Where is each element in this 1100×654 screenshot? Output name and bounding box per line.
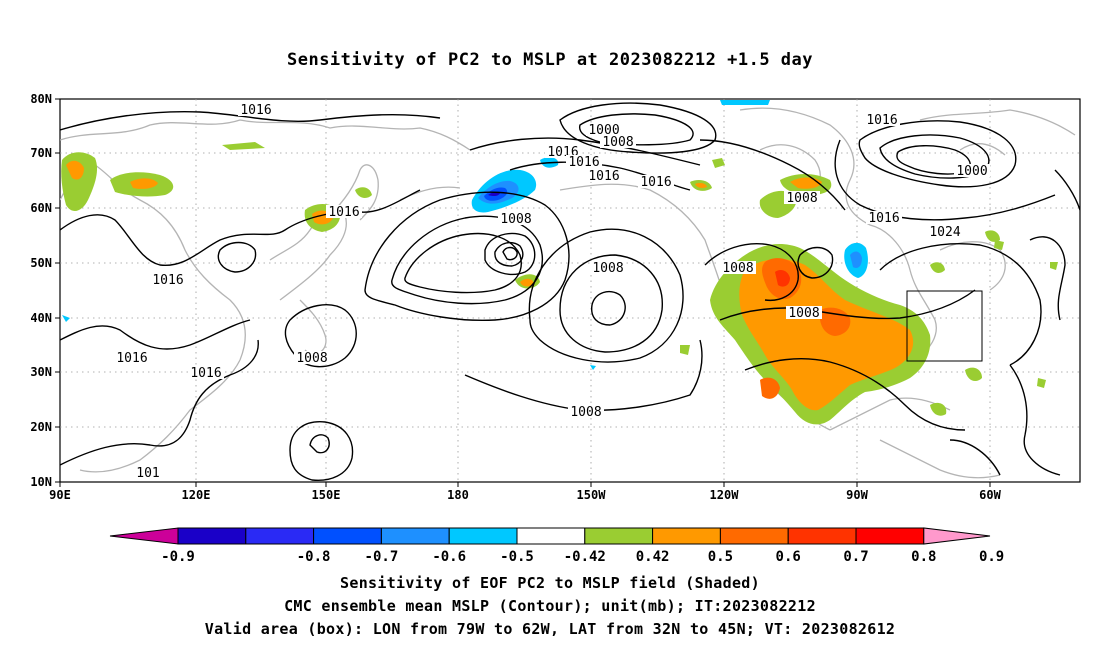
- lon-label: 150E: [312, 488, 341, 502]
- map-title: Sensitivity of PC2 to MSLP at 2023082212…: [286, 50, 813, 70]
- contour-label: 1016: [152, 273, 183, 288]
- colorbar-label: -0.42: [564, 549, 606, 565]
- colorbar-label: -0.5: [500, 549, 534, 565]
- axis-ticks: [55, 98, 991, 487]
- colorbar-swatch: [516, 527, 586, 545]
- colorbar-label: -0.9: [161, 549, 195, 565]
- contour-label: 1000: [956, 164, 987, 179]
- contour-label: 1016: [588, 169, 619, 184]
- lat-label: 30N: [30, 365, 52, 379]
- contour-label: 1008: [570, 405, 601, 420]
- contour-label: 1008: [788, 306, 819, 321]
- colorbar-label: -0.7: [365, 549, 399, 565]
- colorbar-label: 0.7: [843, 549, 868, 565]
- colorbar-swatch: [313, 527, 382, 545]
- contour-label: 1016: [328, 205, 359, 220]
- colorbar-label: 0.5: [708, 549, 733, 565]
- lon-label: 60W: [979, 488, 1001, 502]
- colorbar-label: 0.8: [911, 549, 936, 565]
- colorbar-swatch: [855, 527, 925, 545]
- caption-line-1: Sensitivity of EOF PC2 to MSLP field (Sh…: [340, 574, 760, 592]
- contour-label: 1024: [929, 225, 960, 240]
- lat-label: 80N: [30, 92, 52, 106]
- lon-label: 150W: [577, 488, 607, 502]
- lat-label: 40N: [30, 311, 52, 325]
- colorbar-swatch: [448, 527, 518, 545]
- colorbar-swatch: [584, 527, 654, 545]
- contour-label: 1008: [722, 261, 753, 276]
- lat-label: 20N: [30, 420, 52, 434]
- latitude-labels: 80N 70N 60N 50N 40N 30N 20N 10N: [30, 92, 52, 489]
- contour-label: 1016: [116, 351, 147, 366]
- caption-line-2: CMC ensemble mean MSLP (Contour); unit(m…: [284, 597, 816, 615]
- colorbar-swatch: [245, 527, 315, 545]
- lon-label: 120W: [710, 488, 740, 502]
- colorbar-label: -0.6: [432, 549, 466, 565]
- contour-label: 1016: [240, 103, 271, 118]
- lon-label: 90E: [49, 488, 71, 502]
- contour-label: 1008: [786, 191, 817, 206]
- colorbar-swatch: [177, 527, 247, 545]
- contour-label: 1008: [602, 135, 633, 150]
- colorbar-label: 0.42: [636, 549, 670, 565]
- lon-label: 90W: [846, 488, 868, 502]
- valid-area-box: [906, 290, 983, 362]
- colorbar-low-triangle: [109, 527, 179, 545]
- colorbar-swatch: [652, 527, 721, 545]
- contour-label: 1008: [296, 351, 327, 366]
- colorbar-high-triangle: [923, 527, 991, 545]
- gridlines: [60, 99, 1080, 482]
- sensitivity-shading: [61, 100, 1058, 425]
- colorbar-swatch: [380, 527, 450, 545]
- contour-label: 1016: [868, 211, 899, 226]
- colorbar-label: 0.9: [979, 549, 1004, 565]
- contour-label: 1016: [640, 175, 671, 190]
- lon-label: 180: [447, 488, 469, 502]
- contour-label: 101: [136, 466, 159, 481]
- contour-label: 1016: [190, 366, 221, 381]
- colorbar-label: -0.8: [297, 549, 331, 565]
- lat-label: 70N: [30, 146, 52, 160]
- lat-label: 10N: [30, 475, 52, 489]
- lat-label: 60N: [30, 201, 52, 215]
- colorbar-swatch: [719, 527, 789, 545]
- contour-label: 1008: [592, 261, 623, 276]
- contour-label: 1016: [568, 155, 599, 170]
- longitude-labels: 90E 120E 150E 180 150W 120W 90W 60W: [49, 488, 1001, 502]
- lat-label: 50N: [30, 256, 52, 270]
- contour-label: 1008: [500, 212, 531, 227]
- coastlines: [60, 107, 1076, 479]
- caption-line-3: Valid area (box): LON from 79W to 62W, L…: [204, 620, 896, 638]
- colorbar-swatch: [787, 527, 857, 545]
- colorbar-label: 0.6: [776, 549, 801, 565]
- contour-label: 1016: [866, 113, 897, 128]
- lon-label: 120E: [182, 488, 211, 502]
- colorbar: -0.9 -0.8 -0.7 -0.6 -0.5 -0.42 0.42 0.5 0.6 0.7 0.…: [109, 527, 1004, 565]
- mslp-contours: [60, 102, 1080, 482]
- contour-label: 1000: [588, 123, 619, 138]
